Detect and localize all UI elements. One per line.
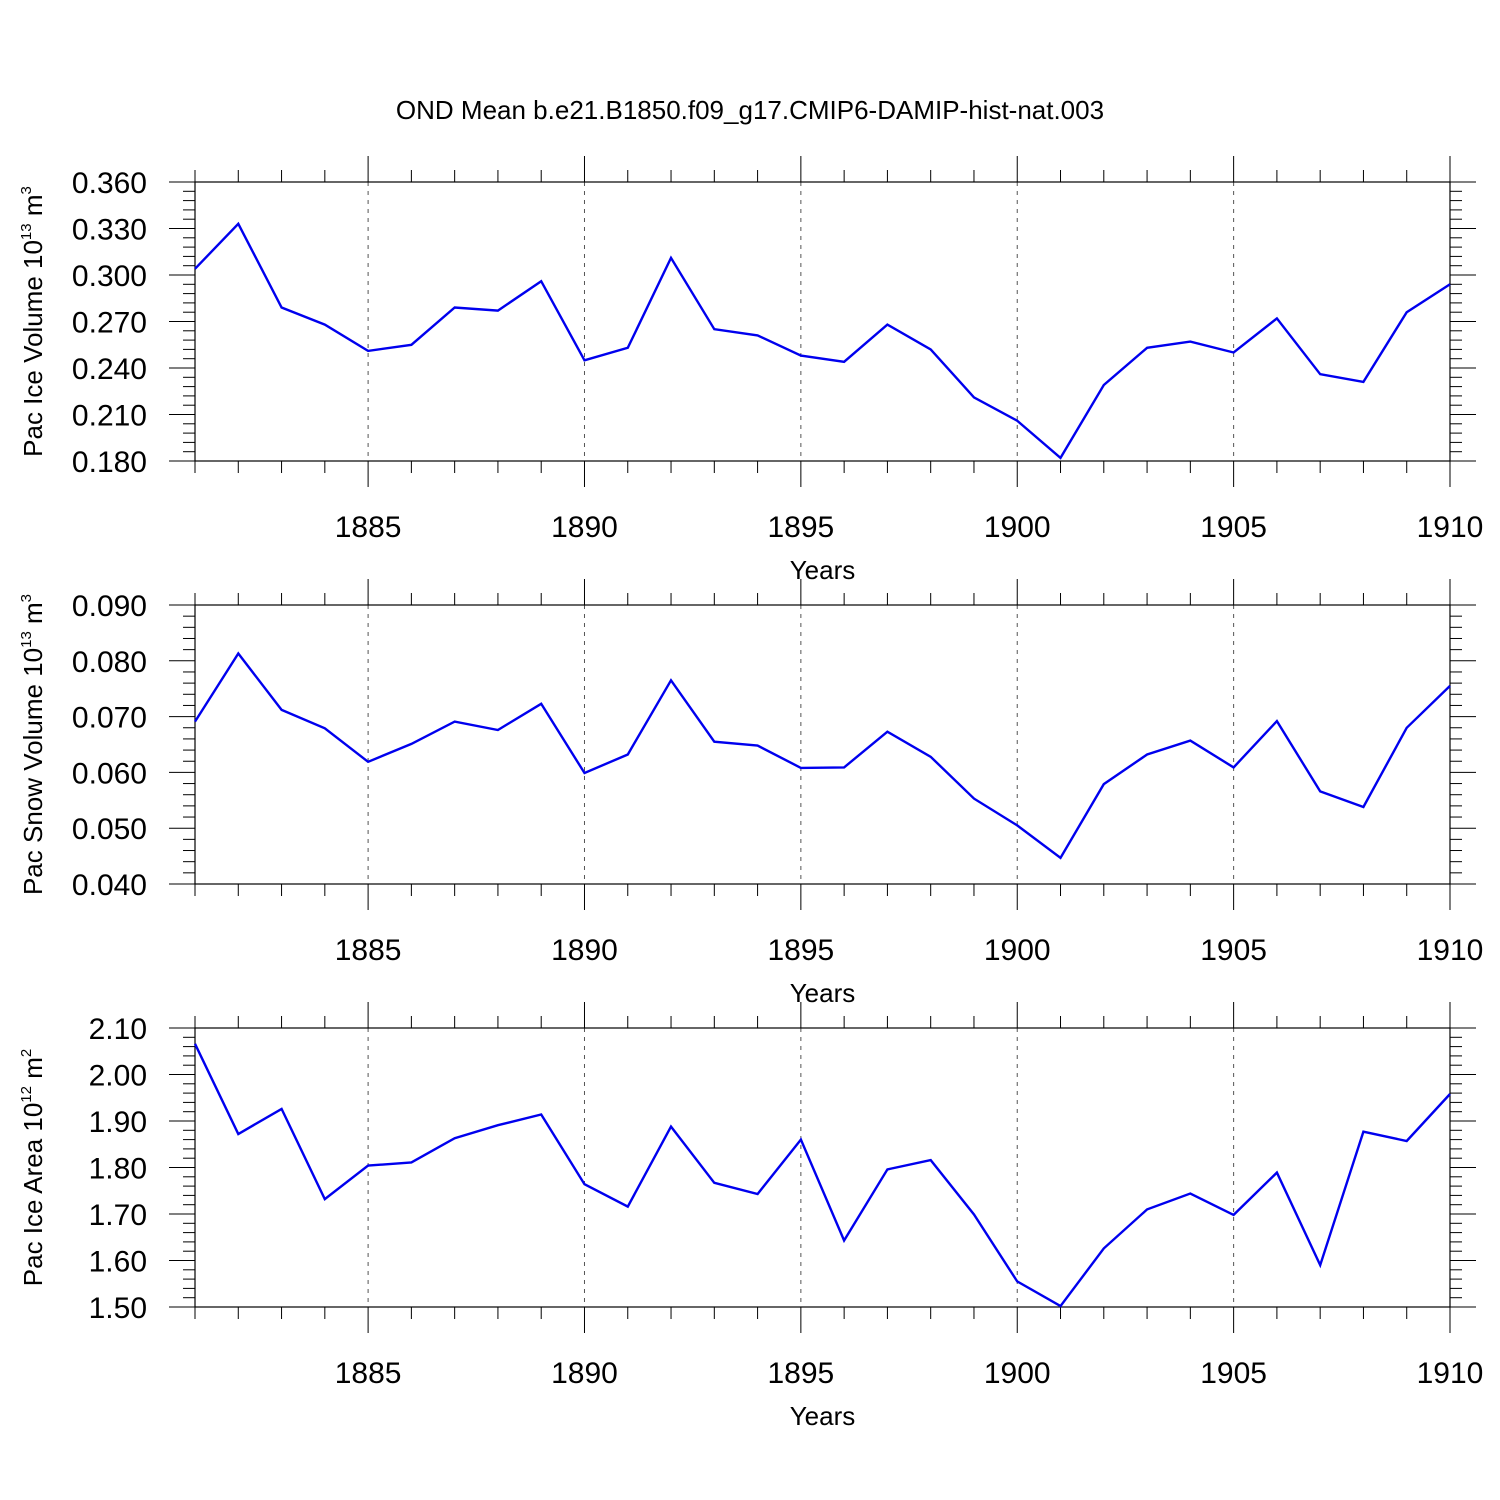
x-tick-label: 1905 (1200, 511, 1267, 544)
y-tick-label: 0.240 (72, 353, 147, 386)
y-tick-label: 1.80 (89, 1153, 147, 1186)
x-tick-label: 1905 (1200, 1357, 1267, 1390)
y-tick-label: 0.080 (72, 646, 147, 679)
y-tick-label: 0.180 (72, 446, 147, 479)
x-tick-label: 1900 (984, 511, 1051, 544)
plot-frame (194, 1027, 1451, 1308)
x-axis-title: Years (790, 978, 856, 1008)
x-tick-label: 1895 (767, 1357, 834, 1390)
y-tick-label: 1.50 (89, 1292, 147, 1325)
x-tick-label: 1910 (1417, 1357, 1484, 1390)
y-tick-label: 0.330 (72, 214, 147, 247)
x-tick-label: 1885 (335, 511, 402, 544)
y-axis-title-unit: m (18, 194, 48, 223)
y-tick-label: 1.60 (89, 1246, 147, 1279)
y-tick-label: 2.00 (89, 1060, 147, 1093)
x-tick-label: 1890 (551, 1357, 618, 1390)
x-tick-label: 1895 (767, 511, 834, 544)
y-tick-label: 0.070 (72, 702, 147, 735)
y-axis-title-unit-exponent: 3 (18, 186, 35, 194)
x-tick-label: 1890 (551, 511, 618, 544)
x-tick-label: 1895 (767, 934, 834, 967)
y-axis-title: Pac Ice Area 1012 m2 (18, 1049, 48, 1286)
y-axis-title-unit-exponent: 3 (18, 594, 35, 602)
y-axis-title-main: Pac Snow Volume 10 (18, 648, 48, 895)
x-tick-label: 1890 (551, 934, 618, 967)
y-axis-title-exponent: 13 (18, 631, 35, 648)
y-axis-title-main: Pac Ice Volume 10 (18, 240, 48, 457)
x-tick-label: 1910 (1417, 934, 1484, 967)
x-tick-label: 1900 (984, 1357, 1051, 1390)
series-line (193, 1043, 1451, 1308)
y-tick-label: 0.050 (72, 813, 147, 846)
x-tick-label: 1900 (984, 934, 1051, 967)
figure-title: OND Mean b.e21.B1850.f09_g17.CMIP6-DAMIP… (396, 95, 1104, 125)
x-tick-label: 1910 (1417, 511, 1484, 544)
plot-frame (194, 181, 1451, 462)
y-tick-label: 1.70 (89, 1199, 147, 1232)
y-axis-title-main: Pac Ice Area 10 (18, 1103, 48, 1287)
y-axis-title-unit: m (18, 1057, 48, 1086)
y-axis-title-exponent: 12 (18, 1086, 35, 1103)
y-tick-label: 0.300 (72, 260, 147, 293)
x-axis-title: Years (790, 555, 856, 585)
panels: 1885 1890 1895 1900 1905 1910 Years 0.180 0.210 0… (18, 156, 1483, 1431)
series-line (194, 221, 1451, 460)
y-axis-title-unit: m (18, 602, 48, 631)
chart-panel-3: 1885 1890 1895 1900 1905 1910 Years 1.50 1.60 1.7… (18, 1002, 1483, 1431)
y-tick-label: 0.360 (72, 167, 147, 200)
y-tick-label: 0.040 (72, 869, 147, 902)
series-line (193, 651, 1451, 860)
chart-panel-2: 1885 1890 1895 1900 1905 1910 Years 0.040 0.050 0… (18, 579, 1483, 1008)
y-tick-label: 2.10 (89, 1013, 147, 1046)
x-axis-title: Years (790, 1401, 856, 1431)
y-axis-title: Pac Snow Volume 1013 m3 (18, 594, 48, 895)
y-tick-label: 0.060 (72, 757, 147, 790)
plot-frame (194, 604, 1451, 885)
x-tick-label: 1885 (335, 1357, 402, 1390)
y-axis-title-unit-exponent: 2 (18, 1049, 35, 1057)
y-tick-label: 0.270 (72, 307, 147, 340)
y-axis-title: Pac Ice Volume 1013 m3 (18, 186, 48, 457)
y-tick-label: 0.210 (72, 400, 147, 433)
x-tick-label: 1905 (1200, 934, 1267, 967)
chart-panel-1: 1885 1890 1895 1900 1905 1910 Years 0.180 0.210 0… (18, 156, 1483, 585)
y-tick-label: 0.090 (72, 590, 147, 623)
x-tick-label: 1885 (335, 934, 402, 967)
y-tick-label: 1.90 (89, 1106, 147, 1139)
y-axis-title-exponent: 13 (18, 223, 35, 240)
